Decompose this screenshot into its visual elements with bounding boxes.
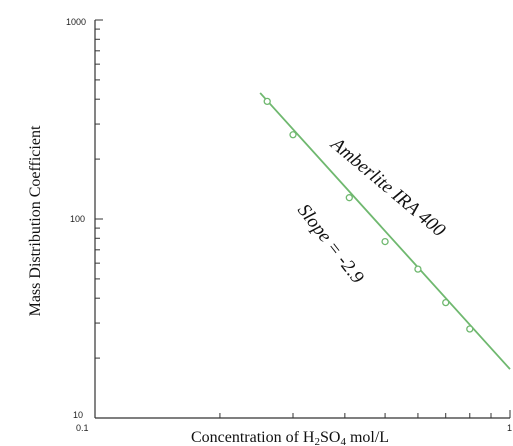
- y-axis-title: Mass Distribution Coefficient: [27, 125, 44, 316]
- x-minor-ticks: [219, 410, 511, 418]
- data-point: [466, 325, 474, 333]
- x-axis-title-subscript-2: 4: [340, 436, 346, 446]
- annotation-slope: Slope = -2.9: [293, 200, 368, 288]
- y-tick-label-10: 10: [73, 410, 83, 420]
- annotation-series-label: Amberlite IRA 400: [325, 132, 449, 241]
- data-point: [263, 97, 271, 106]
- x-tick-label-0.1: 0.1: [76, 423, 89, 433]
- y-tick-label-1000: 1000: [66, 17, 86, 27]
- fit-line: [259, 92, 511, 370]
- y-minor-ticks: [95, 19, 103, 419]
- x-axis-title-part-3: mol/L: [346, 429, 389, 446]
- x-axis-title-subscript-1: 2: [314, 436, 320, 446]
- x-axis-title: Concentration of H2SO4 mol/L: [191, 429, 389, 446]
- data-point: [345, 194, 353, 202]
- data-point: [414, 265, 422, 273]
- data-point: [442, 298, 450, 307]
- data-point: [381, 237, 389, 246]
- x-tick-label-1: 1: [507, 423, 512, 433]
- x-axis-title-part-1: Concentration of H: [191, 429, 315, 446]
- data-point: [289, 131, 297, 139]
- x-axis-title-part-2: SO: [320, 429, 340, 446]
- y-tick-label-100: 100: [70, 214, 85, 224]
- data-points: [263, 97, 474, 333]
